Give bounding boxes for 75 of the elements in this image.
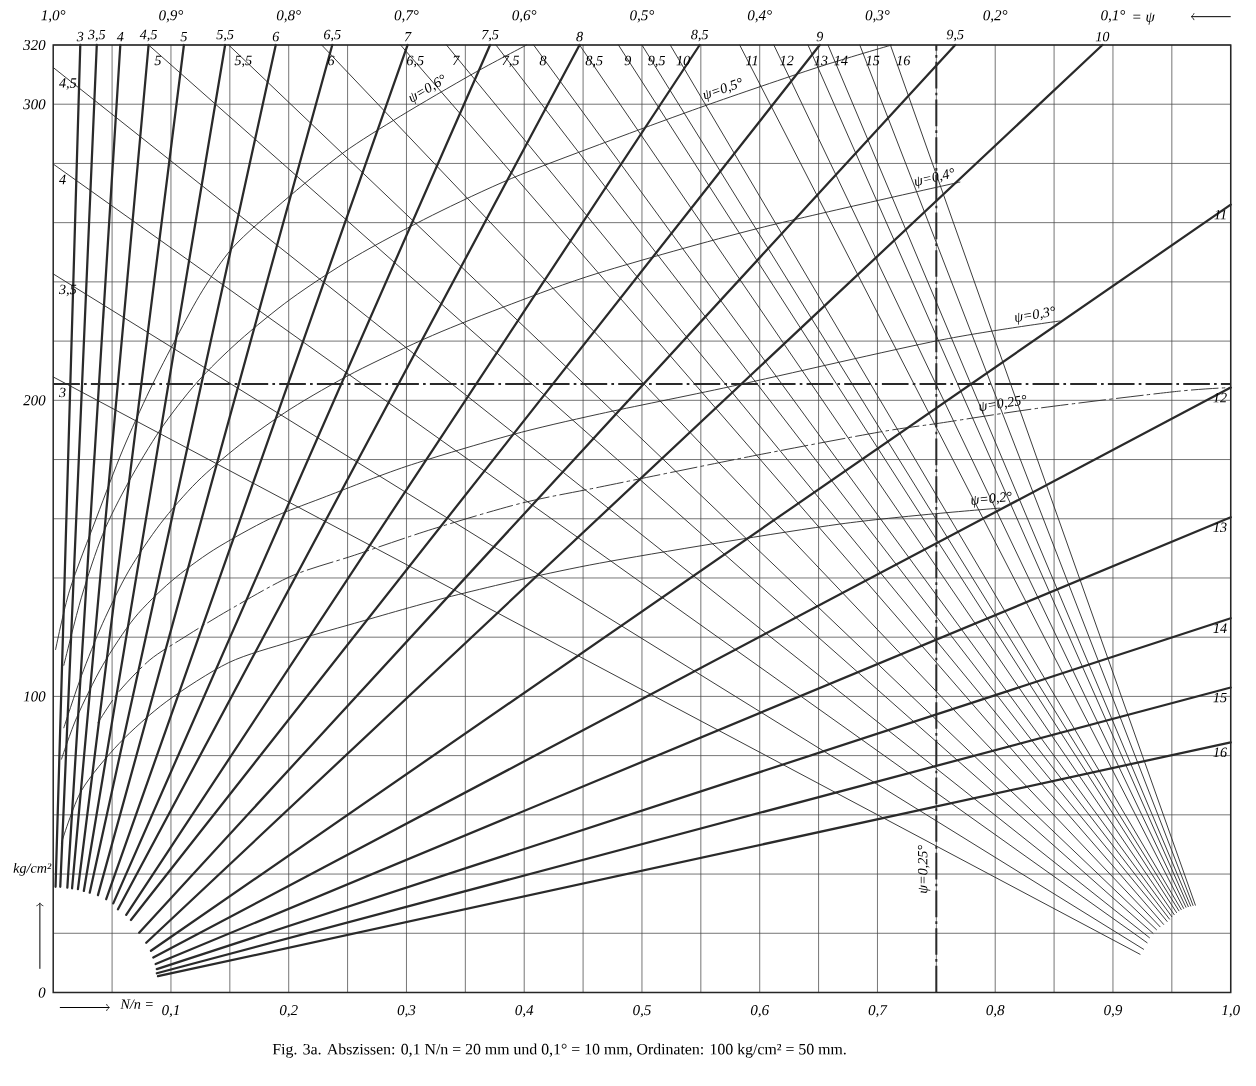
series-label: 13 xyxy=(1213,522,1227,533)
x-tick-label: 0,2 xyxy=(279,1005,298,1018)
x-tick-label: 0,9 xyxy=(1104,1005,1123,1018)
y-tick-label: 300 xyxy=(23,99,46,110)
series-label: 4 xyxy=(116,32,124,42)
series-label: 8 xyxy=(539,55,547,66)
x2-tick-label: 0,3° xyxy=(865,10,890,23)
series-label: 4,5 xyxy=(59,78,77,90)
x2-tick-label: 0,5° xyxy=(630,10,655,23)
x-tick-label: 0,4 xyxy=(515,1005,534,1018)
series-label: 10 xyxy=(1095,31,1110,42)
series-label: 11 xyxy=(745,55,758,66)
y-tick-label: 320 xyxy=(23,39,46,51)
series-label: 8 xyxy=(576,31,583,42)
x2-tick-label: 1,0° xyxy=(41,10,66,23)
series-label: 13 xyxy=(814,55,828,66)
x-axis-title: N/n = xyxy=(120,999,153,1009)
text: ψ=0,2° xyxy=(971,491,1012,508)
x-tick-label: 0,3 xyxy=(397,1005,416,1018)
caption: Fig. 3a. Abszissen: 0,1 N/n = 20 mm und 0,1° = 10 mm, Ordinaten: 100 kg/cm² = 50 mm. xyxy=(272,1043,846,1058)
x2-tick-label: 0,6° xyxy=(512,10,537,23)
series-label: 6,5 xyxy=(406,55,424,68)
series-label: 6 xyxy=(328,55,335,66)
series-label: 16 xyxy=(1213,747,1228,758)
series-label: 3 xyxy=(76,31,84,42)
x2-tick-label: 0,9° xyxy=(159,10,184,23)
series-label: 15 xyxy=(1213,692,1227,703)
x2-tick-label: 0,2° xyxy=(983,10,1008,23)
series-label: 3 xyxy=(58,387,66,398)
series-label: 6 xyxy=(272,31,280,42)
x2-tick-label: 0,1° xyxy=(1101,10,1126,23)
series-label: 7 xyxy=(453,55,460,66)
series-label: 5 xyxy=(180,31,188,42)
x-tick-label: 0,8 xyxy=(986,1005,1005,1018)
series-label: 8,5 xyxy=(585,55,603,68)
series-label: 3,5 xyxy=(87,29,106,42)
series-label: 9,5 xyxy=(648,55,666,68)
series-label: 14 xyxy=(1213,623,1227,633)
series-label: 7,5 xyxy=(502,55,520,68)
ref-line-label: ψ=0,25° xyxy=(917,845,931,893)
x-tick-label: 0,6 xyxy=(750,1005,770,1018)
x-tick-label: 0,5 xyxy=(633,1005,651,1018)
x2-tick-label: 0,8° xyxy=(276,10,301,23)
x2-tick-label: 0,7° xyxy=(394,10,419,23)
x-tick-label: 0,1 xyxy=(162,1005,179,1018)
series-label: 8,5 xyxy=(691,29,709,42)
series-label: 4 xyxy=(59,174,66,185)
series-label: 12 xyxy=(1213,392,1227,403)
x-tick-label: 1,0 xyxy=(1221,1005,1240,1018)
series-label: 5 xyxy=(154,55,162,66)
series-label: 9 xyxy=(816,31,824,42)
y-tick-label: 100 xyxy=(23,691,46,702)
text: ψ=0,3° xyxy=(1014,306,1055,325)
series-label: 9,5 xyxy=(946,29,964,42)
series-label: 4,5 xyxy=(139,29,158,42)
series-label: 15 xyxy=(866,55,880,66)
x2-axis-title: = ψ xyxy=(1133,12,1156,25)
series-label: 7,5 xyxy=(482,29,499,42)
series-label: 5,5 xyxy=(234,55,252,68)
series-label: 12 xyxy=(780,55,794,66)
text: ψ=0,25° xyxy=(979,395,1027,414)
series-label: 7 xyxy=(404,32,412,42)
x2-tick-label: 0,4° xyxy=(747,10,772,23)
series-label: 5,5 xyxy=(216,29,234,42)
series-label: 16 xyxy=(896,55,911,66)
x-tick-label: 0,7 xyxy=(868,1005,888,1018)
series-label: 6,5 xyxy=(324,29,341,42)
series-label: 10 xyxy=(676,55,690,66)
text: ψ=0,5° xyxy=(703,78,742,102)
y-tick-label: 200 xyxy=(23,395,46,406)
y-axis-title: kg/cm² xyxy=(13,862,52,876)
text: ψ=0,4° xyxy=(914,168,954,189)
y-tick-label: 0 xyxy=(38,987,46,998)
series-label: 9 xyxy=(624,55,632,66)
series-label: 11 xyxy=(1214,209,1226,220)
